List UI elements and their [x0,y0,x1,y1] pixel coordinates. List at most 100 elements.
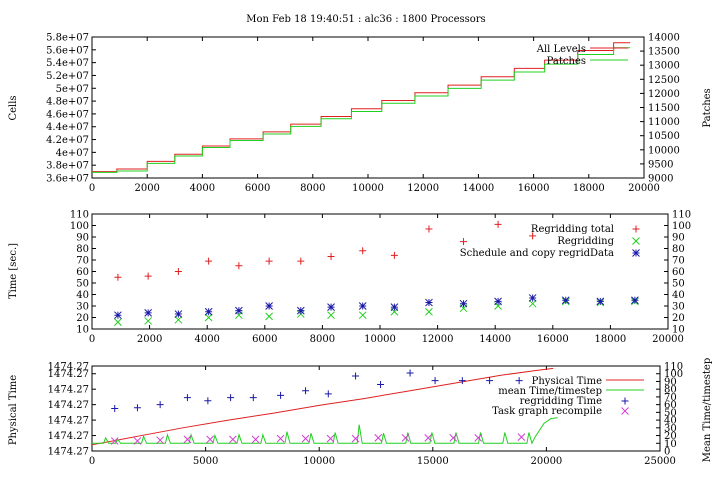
data-point [561,296,570,305]
x-tick-label: 4000 [190,183,215,194]
regridding-time-panel: Time [sec.] 0 2000 4000 6000 8000 10000 12000 1… [8,210,691,346]
y2-tick-label: 40 [664,416,677,427]
x-tick-label: 0 [89,456,95,467]
y-tick-label: 1474.27 [48,369,89,380]
y2-tick-label: 90 [664,377,677,388]
data-point [110,437,119,445]
y-tick-label: 1474.27 [48,385,89,396]
data-point [277,391,285,399]
data-point [494,297,502,306]
x-tick-label: 2000 [134,183,159,194]
data-point [114,273,122,281]
legend-marker [632,237,640,245]
data-point [352,372,360,380]
data-point [206,435,214,444]
data-point [227,394,235,402]
data-point [205,257,213,265]
data-point [133,404,141,412]
y-tick-label: 70 [76,256,89,267]
data-point [144,317,153,325]
y-tick-label: 4.8e+07 [46,97,89,108]
legend-label-task-graph: Task graph recompile [492,406,602,417]
x-tick-label: 5000 [193,456,218,467]
x-tick-label: 18000 [594,334,626,345]
data-point [351,434,360,443]
y-tick-label: 50 [76,279,89,290]
data-point [204,397,212,405]
legend-label-mean-time: mean Time/timestep [498,386,602,397]
data-point [358,311,367,320]
y-tick-label: 4.6e+07 [46,109,89,120]
data-point [431,377,439,385]
data-point [324,390,332,398]
x-tick-label: 18000 [573,183,605,194]
data-point [174,315,183,324]
data-point [460,238,468,246]
x-tick-label: 25000 [644,456,676,467]
x-tick-label: 8000 [310,334,335,345]
y2-tick-label: 14000 [648,33,680,44]
y2-tick-label: 80 [664,385,677,396]
data-point [235,262,243,270]
x-tick-label: 0 [89,334,95,345]
data-point [406,369,414,377]
legend-label-physical-time: Physical Time [532,376,602,387]
y2-tick-label: 20 [664,431,677,442]
y-tick-label: 1474.27 [48,362,89,373]
data-point [144,272,152,280]
y2-tick-label: 50 [672,279,685,290]
physical-time-panel: Physical Time Mean Time/timestep 0 5000 10… [8,358,713,467]
y2-tick-label: 100 [672,221,691,232]
y-tick-label: 5e+07 [56,84,89,95]
data-point [528,299,537,308]
y-tick-label: 5.4e+07 [46,58,89,69]
legend-marker [632,225,640,233]
data-point [358,302,367,310]
cells-axis-label: Cells [8,95,19,120]
data-point [297,257,305,265]
data-point [144,309,153,317]
y-tick-label: 110 [70,210,89,221]
y2-tick-label: 70 [664,392,677,403]
y-tick-label: 5.2e+07 [46,71,89,82]
data-point [401,434,410,442]
data-point [114,311,122,320]
data-point [425,298,433,307]
y-tick-label: 100 [70,221,89,232]
x-tick-label: 10000 [303,456,335,467]
data-point [459,299,468,308]
patches-line [92,47,631,173]
data-point [114,318,122,326]
y2-tick-label: 100 [664,369,683,380]
y2-tick-label: 11000 [648,117,680,128]
y2-tick-label: 13500 [648,47,680,58]
y-tick-label: 1474.27 [48,447,89,458]
x-tick-label: 12000 [407,183,439,194]
data-point [174,268,182,275]
x-tick-label: 10000 [364,334,396,345]
data-point [249,394,257,402]
y2-tick-label: 10500 [648,131,680,142]
x-tick-label: 15000 [417,456,449,467]
y2-tick-label: 80 [672,244,685,255]
data-point [529,232,537,240]
data-point [183,435,192,444]
data-point [425,307,433,316]
data-point [515,377,523,385]
y2-tick-label: 11500 [648,103,680,114]
physical-time-axis-label: Physical Time [8,375,19,445]
legend-label-schedule-copy: Schedule and copy regridData [460,248,614,259]
data-point [133,437,142,445]
y-tick-label: 1474.27 [48,431,89,442]
data-point [596,297,605,306]
y-tick-label: 5.8e+07 [46,33,89,44]
y2-tick-label: 50 [664,408,677,419]
y2-tick-label: 90 [672,233,685,244]
y-tick-label: 1474.27 [48,400,89,411]
legend-label-all-levels: All Levels [536,44,586,55]
y-tick-label: 90 [76,233,89,244]
y2-tick-label: 10 [672,325,685,336]
x-tick-label: 12000 [422,334,454,345]
data-point [494,220,502,228]
